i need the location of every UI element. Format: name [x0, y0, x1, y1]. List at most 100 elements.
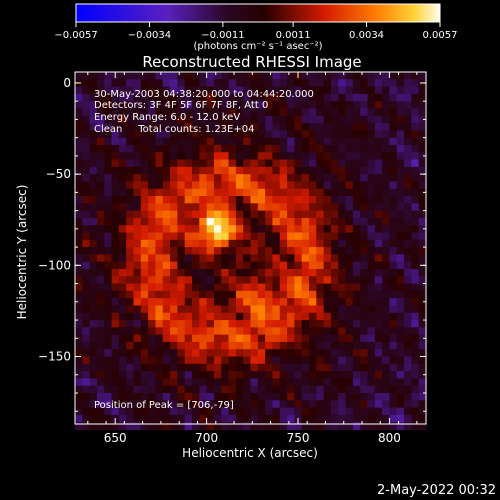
heatmap-cell — [389, 181, 398, 190]
heatmap-cell — [243, 363, 252, 372]
heatmap-cell — [404, 174, 412, 183]
heatmap-cell — [316, 225, 325, 234]
heatmap-cell — [374, 400, 383, 409]
heatmap-cell — [316, 181, 325, 190]
heatmap-cell — [418, 341, 427, 350]
heatmap-cell — [257, 261, 266, 270]
heatmap-cell — [418, 414, 427, 423]
heatmap-cell — [235, 422, 244, 431]
heatmap-cell — [309, 400, 317, 409]
heatmap-cell — [243, 123, 252, 131]
heatmap-cell — [272, 196, 281, 204]
heatmap-cell — [389, 371, 398, 380]
heatmap-cell — [309, 217, 317, 226]
heatmap-cell — [389, 414, 398, 423]
heatmap-cell — [418, 400, 427, 409]
heatmap-cell — [235, 400, 244, 409]
heatmap-cell — [221, 371, 230, 380]
heatmap-cell — [250, 159, 259, 168]
heatmap-cell — [155, 137, 164, 146]
heatmap-cell — [82, 108, 91, 117]
heatmap-cell — [82, 363, 91, 372]
heatmap-cell — [104, 115, 113, 124]
heatmap-cell — [287, 312, 295, 321]
heatmap-cell — [206, 115, 215, 124]
heatmap-cell — [96, 414, 105, 423]
heatmap-cell — [126, 378, 135, 387]
heatmap-cell — [250, 152, 259, 161]
heatmap-cell — [330, 196, 339, 204]
heatmap-cell — [104, 130, 113, 139]
heatmap-cell — [411, 283, 420, 292]
heatmap-cell — [213, 276, 222, 285]
heatmap-cell — [338, 115, 347, 124]
heatmap-cell — [96, 137, 105, 146]
heatmap-cell — [104, 371, 113, 380]
heatmap-cell — [411, 123, 420, 131]
heatmap-cell — [213, 115, 222, 124]
heatmap-cell — [177, 312, 186, 321]
heatmap-cell — [170, 407, 178, 416]
heatmap-cell — [272, 349, 281, 358]
heatmap-cell — [345, 320, 354, 328]
heatmap-cell — [199, 203, 208, 212]
heatmap-cell — [199, 247, 208, 255]
heatmap-cell — [228, 166, 237, 175]
heatmap-cell — [352, 188, 361, 197]
heatmap-cell — [309, 268, 317, 277]
heatmap-cell — [89, 174, 98, 183]
heatmap-cell — [133, 378, 142, 387]
heatmap-cell — [235, 407, 244, 416]
heatmap-cell — [199, 101, 208, 110]
heatmap-cell — [140, 225, 149, 234]
heatmap-cell — [330, 378, 339, 387]
heatmap-cell — [148, 276, 157, 285]
heatmap-cell — [360, 232, 369, 241]
heatmap-cell — [82, 101, 91, 110]
heatmap-cell — [382, 312, 391, 321]
heatmap-cell — [243, 312, 252, 321]
heatmap-cell — [155, 217, 164, 226]
heatmap-cell — [345, 298, 354, 307]
heatmap-cell — [345, 101, 354, 110]
heatmap-cell — [257, 174, 266, 183]
heatmap-cell — [301, 232, 310, 241]
heatmap-cell — [243, 181, 252, 190]
heatmap-cell — [104, 298, 113, 307]
heatmap-cell — [301, 327, 310, 336]
heatmap-cell — [323, 152, 332, 161]
heatmap-cell — [235, 101, 244, 110]
heatmap-cell — [301, 385, 310, 394]
heatmap-cell — [155, 108, 164, 117]
heatmap-cell — [126, 268, 135, 277]
heatmap-cell — [75, 152, 83, 161]
heatmap-cell — [75, 123, 83, 131]
heatmap-cell — [75, 210, 83, 219]
heatmap-cell — [82, 72, 91, 80]
heatmap-cell — [316, 290, 325, 299]
heatmap-cell — [382, 166, 391, 175]
heatmap-cell — [213, 137, 222, 146]
heatmap-cell — [177, 108, 186, 117]
heatmap-cell — [279, 400, 288, 409]
heatmap-cell — [162, 232, 171, 241]
heatmap-cell — [213, 159, 222, 168]
heatmap-cell — [221, 290, 230, 299]
heatmap-cell — [133, 196, 142, 204]
heatmap-cell — [75, 371, 83, 380]
heatmap-cell — [323, 261, 332, 270]
heatmap-cell — [82, 144, 91, 153]
heatmap-cell — [126, 144, 135, 153]
heatmap-cell — [96, 152, 105, 161]
heatmap-cell — [133, 422, 142, 431]
heatmap-cell — [404, 152, 412, 161]
heatmap-cell — [243, 327, 252, 336]
heatmap-cell — [111, 239, 120, 248]
heatmap-cell — [404, 327, 412, 336]
heatmap-cell — [243, 371, 252, 380]
heatmap-cell — [126, 166, 135, 175]
heatmap-cell — [418, 371, 427, 380]
heatmap-cell — [170, 210, 178, 219]
heatmap-cell — [89, 225, 98, 234]
